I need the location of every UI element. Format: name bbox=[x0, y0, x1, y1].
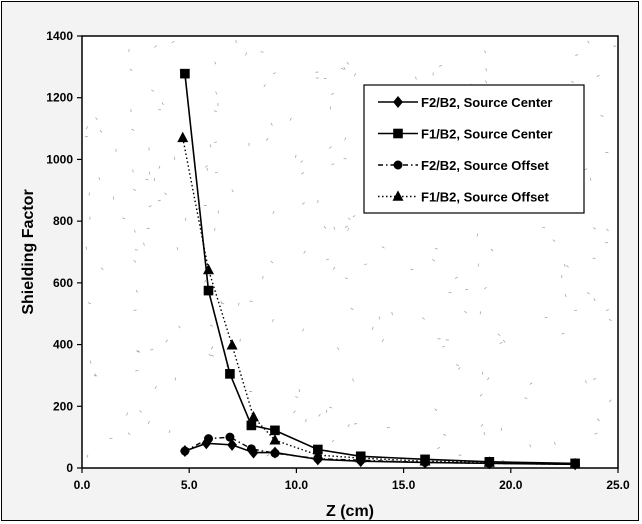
legend-box bbox=[363, 84, 585, 214]
series-line bbox=[184, 73, 576, 465]
data-point-circle bbox=[270, 448, 280, 458]
y-tick-label: 1200 bbox=[46, 91, 73, 105]
data-point-square bbox=[180, 68, 190, 79]
data-point-circle bbox=[180, 446, 190, 456]
series-group bbox=[177, 68, 581, 471]
data-point-triangle bbox=[355, 451, 367, 463]
x-axis-title: Z (cm) bbox=[326, 503, 374, 520]
data-point-triangle bbox=[569, 457, 581, 469]
data-point-triangle bbox=[419, 455, 431, 466]
legend-entry: F1/B2, Source Center bbox=[378, 127, 553, 142]
legend-label: F2/B2, Source Center bbox=[421, 95, 553, 110]
data-point-triangle bbox=[312, 448, 324, 460]
data-point-diamond bbox=[227, 438, 237, 451]
y-tick-label: 400 bbox=[53, 338, 73, 352]
data-point-triangle bbox=[483, 456, 495, 467]
y-axis: 0 200 400 600 800 1000 1200 1400 bbox=[46, 29, 82, 475]
data-point-circle bbox=[203, 434, 213, 444]
data-point-triangle bbox=[248, 410, 260, 422]
y-tick-label: 1000 bbox=[46, 152, 73, 166]
y-tick-label: 200 bbox=[53, 399, 73, 413]
x-tick-label: 10.0 bbox=[285, 478, 309, 492]
legend-entry: F2/B2, Source Center bbox=[378, 95, 553, 110]
y-tick-label: 1400 bbox=[46, 29, 73, 43]
x-tick-label: 20.0 bbox=[499, 478, 523, 492]
x-tick-label: 15.0 bbox=[392, 478, 416, 492]
series-4 bbox=[177, 131, 581, 469]
legend-marker-circle bbox=[393, 160, 403, 170]
data-point-square bbox=[203, 285, 214, 296]
data-point-triangle bbox=[226, 339, 238, 350]
data-point-triangle bbox=[202, 263, 214, 275]
legend: F2/B2, Source Center F1/B2, Source Center… bbox=[363, 84, 585, 214]
y-axis-title: Shielding Factor bbox=[20, 189, 37, 314]
legend-marker-triangle bbox=[392, 190, 404, 201]
data-point-square bbox=[246, 420, 257, 431]
data-point-circle bbox=[225, 432, 235, 442]
legend-marker-diamond bbox=[393, 96, 403, 108]
y-tick-label: 600 bbox=[53, 276, 73, 290]
series-line bbox=[184, 436, 576, 465]
background-speckles bbox=[84, 39, 617, 462]
x-tick-label: 0.0 bbox=[74, 478, 91, 492]
data-point-triangle bbox=[269, 434, 281, 445]
legend-marker-square bbox=[393, 128, 403, 139]
x-tick-label: 25.0 bbox=[606, 478, 630, 492]
legend-label: F1/B2, Source Offset bbox=[421, 190, 550, 205]
x-tick-label: 5.0 bbox=[181, 478, 198, 492]
legend-entry: F2/B2, Source Offset bbox=[378, 158, 550, 173]
y-tick-label: 800 bbox=[53, 214, 73, 228]
series-line bbox=[182, 137, 576, 465]
legend-label: F1/B2, Source Center bbox=[421, 127, 553, 142]
x-axis: 0.0 5.0 10.0 15.0 20.0 25.0 bbox=[74, 468, 630, 492]
legend-label: F2/B2, Source Offset bbox=[421, 158, 550, 173]
legend-entry: F1/B2, Source Offset bbox=[378, 190, 550, 205]
data-point-square bbox=[225, 369, 235, 379]
y-tick-label: 0 bbox=[66, 461, 73, 475]
data-point-square bbox=[270, 425, 280, 436]
data-point-triangle bbox=[177, 131, 189, 143]
data-point-circle bbox=[246, 444, 256, 454]
